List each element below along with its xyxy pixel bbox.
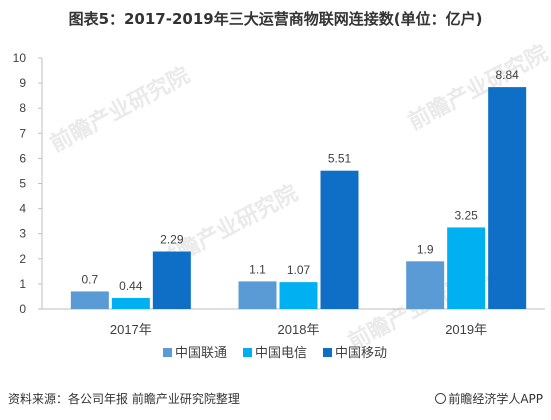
bar [70,291,109,309]
y-tick-label: 3 [19,227,26,241]
x-tick-label: 2018年 [278,322,320,337]
y-tick-label: 7 [19,126,26,140]
data-label: 3.25 [454,208,478,222]
y-tick-label: 2 [19,252,26,266]
brand-label: 前瞻经济学人APP [435,390,543,407]
bar [447,227,486,309]
data-label: 0.44 [119,279,143,293]
bar [238,281,277,309]
data-label: 5.51 [328,152,352,166]
chart-title: 图表5：2017-2019年三大运营商物联网连接数(单位：亿户) [68,10,483,28]
y-tick-label: 10 [13,51,27,65]
bar-chart: 0 1 2 3 4 5 6 7 8 9 10 0.7 0.44 2.29 2017年 1.1 1.07 5.51 2… [13,51,545,360]
legend-label: 中国联通 [175,345,227,360]
brand-text: 前瞻经济学人APP [448,392,543,406]
legend-swatch [323,348,332,357]
y-tick-label: 4 [19,202,26,216]
data-label: 0.7 [81,272,98,286]
y-tick-label: 1 [19,277,26,291]
brand-logo-icon [435,393,447,404]
y-tick-label: 6 [19,151,26,165]
bar [320,170,359,309]
y-tick-label: 5 [19,177,26,191]
bar [279,282,318,309]
y-tick-label: 8 [19,101,26,115]
bar [488,87,527,309]
data-label: 1.9 [417,242,434,256]
data-label: 2.29 [160,233,184,247]
source-note: 资料来源：各公司年报 前瞻产业研究院整理 [8,392,240,406]
bar [406,261,445,309]
legend-swatch [163,348,172,357]
data-label: 1.07 [287,263,311,277]
x-tick-label: 2019年 [445,322,487,337]
data-label: 8.84 [495,68,519,82]
legend-label: 中国移动 [335,345,387,360]
y-tick-label: 9 [19,76,26,90]
bar [152,251,191,309]
x-tick-label: 2017年 [110,322,152,337]
bar [111,297,150,309]
legend-label: 中国电信 [255,345,307,360]
y-tick-label: 0 [19,302,26,316]
data-label: 1.1 [249,262,266,276]
legend-swatch [243,348,252,357]
